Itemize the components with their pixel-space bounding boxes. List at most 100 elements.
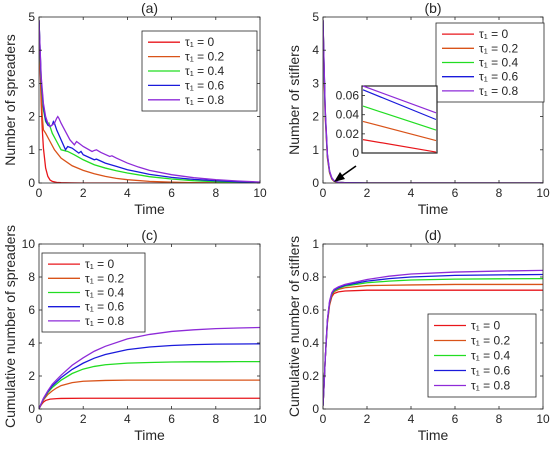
x-tick-label: 0	[320, 186, 327, 200]
legend: τ₁ = 0τ₁ = 0.2τ₁ = 0.4τ₁ = 0.6τ₁ = 0.8	[41, 252, 146, 333]
x-tick-label: 2	[364, 186, 371, 200]
y-tick-label: 0.2	[302, 369, 319, 383]
inset-series-line-1	[362, 120, 437, 142]
legend-entry: τ₁ = 0	[471, 319, 500, 333]
x-tick-label: 4	[124, 412, 131, 426]
x-tick-label: 8	[212, 412, 219, 426]
legend-entry: τ₁ = 0.6	[471, 364, 510, 378]
y-axis-label: Cumulative number of stiflers	[286, 236, 302, 417]
y-tick-label: 5	[312, 10, 319, 24]
legend-entry: τ₁ = 0.8	[479, 84, 518, 98]
y-tick-label: 2	[28, 369, 35, 383]
y-tick-label: 6	[28, 303, 35, 317]
x-axis-label: Time	[418, 427, 449, 443]
y-tick-label: 4	[312, 43, 319, 57]
chart-title: (b)	[424, 0, 441, 16]
chart-title: (a)	[141, 0, 158, 16]
y-axis-label: Number of spreaders	[2, 34, 18, 166]
series-line-1	[39, 20, 260, 183]
chart-panel-a: 0 2 4 6 8 10 0 1 2 3 4 5 (a) Time Number of spreaders τ…	[2, 0, 267, 217]
y-tick-label: 4	[28, 43, 35, 57]
legend: τ₁ = 0τ₁ = 0.2τ₁ = 0.4τ₁ = 0.6τ₁ = 0.8	[435, 22, 545, 103]
y-tick-label: 1	[312, 143, 319, 157]
chart-panel-d: 0 2 4 6 8 10 0 0.2 0.4 0.6 0.8 1 (d) Time Cumulative n…	[286, 227, 550, 443]
x-tick-label: 8	[496, 186, 503, 200]
series-line-3	[39, 343, 260, 409]
y-tick-label: 3	[28, 76, 35, 90]
y-tick-label: 0	[28, 402, 35, 416]
x-tick-label: 2	[80, 412, 87, 426]
legend-entry: τ₁ = 0.8	[185, 93, 224, 107]
x-tick-label: 10	[253, 412, 267, 426]
axes-box	[322, 243, 544, 410]
legend: τ₁ = 0τ₁ = 0.2τ₁ = 0.4τ₁ = 0.6τ₁ = 0.8	[427, 313, 537, 398]
legend-entry: τ₁ = 0.8	[85, 314, 124, 328]
legend-entry: τ₁ = 0	[185, 35, 214, 49]
y-tick-label: 2	[312, 110, 319, 124]
x-tick-label: 2	[80, 186, 87, 200]
y-tick-label: 0	[312, 402, 319, 416]
inset-series-line-4	[362, 85, 437, 114]
x-tick-label: 0	[36, 186, 43, 200]
y-tick-label: 1	[28, 143, 35, 157]
chart-panel-c: 0 2 4 6 8 10 0 2 4 6 8 10 (c) Time Cumulative number o…	[2, 225, 267, 443]
inset-tick-label: 0.06	[336, 89, 360, 103]
x-tick-label: 6	[452, 412, 459, 426]
legend-entry: τ₁ = 0.6	[185, 78, 224, 92]
chart-title: (d)	[424, 227, 441, 243]
y-axis-label: Number of stiflers	[286, 45, 302, 155]
x-tick-label: 6	[168, 412, 175, 426]
x-tick-label: 6	[452, 186, 459, 200]
x-tick-label: 10	[253, 186, 267, 200]
series-line-4	[323, 269, 543, 406]
legend-entry: τ₁ = 0.2	[471, 334, 510, 348]
inset-series-line-3	[362, 89, 437, 121]
inset-plot: 0 0.02 0.04 0.06	[334, 85, 438, 182]
inset-series-line-2	[362, 105, 437, 131]
y-tick-label: 1	[312, 237, 319, 251]
x-tick-label: 4	[408, 186, 415, 200]
x-tick-label: 4	[408, 412, 415, 426]
x-tick-label: 8	[496, 412, 503, 426]
y-tick-label: 0.8	[302, 270, 319, 284]
legend: τ₁ = 0τ₁ = 0.2τ₁ = 0.4τ₁ = 0.6τ₁ = 0.8	[141, 30, 258, 112]
legend-entry: τ₁ = 0	[479, 27, 508, 41]
chart-panel-b: 0 2 4 6 8 10 0 1 2 3 4 5 (b) Time Number of stiflers τ₁…	[286, 0, 550, 217]
inset-tick-label: 0.02	[336, 127, 360, 141]
inset-arrow-head	[334, 172, 345, 182]
legend-entry: τ₁ = 0.4	[185, 64, 224, 78]
legend-entry: τ₁ = 0.2	[479, 41, 518, 55]
y-tick-label: 4	[28, 336, 35, 350]
x-tick-label: 10	[536, 412, 550, 426]
inset-tick-label: 0	[352, 146, 359, 160]
x-tick-label: 8	[212, 186, 219, 200]
axes-box	[38, 16, 261, 184]
x-axis-label: Time	[134, 427, 165, 443]
y-tick-label: 2	[28, 110, 35, 124]
legend-entry: τ₁ = 0.8	[471, 379, 510, 393]
x-tick-label: 6	[168, 186, 175, 200]
axes-box	[38, 243, 261, 410]
series-line-0	[39, 397, 260, 409]
x-tick-label: 4	[124, 186, 131, 200]
y-tick-label: 0.6	[302, 303, 319, 317]
legend-entry: τ₁ = 0.4	[479, 56, 518, 70]
y-tick-label: 0	[28, 176, 35, 190]
inset-box	[361, 85, 438, 154]
x-axis-label: Time	[418, 201, 449, 217]
legend-entry: τ₁ = 0	[85, 257, 114, 271]
legend-entry: τ₁ = 0.6	[479, 70, 518, 84]
y-tick-label: 3	[312, 76, 319, 90]
series-line-2	[39, 360, 260, 409]
chart-title: (c)	[141, 227, 157, 243]
inset-series-line-0	[362, 139, 437, 153]
legend-entry: τ₁ = 0.4	[85, 286, 124, 300]
x-axis-label: Time	[134, 201, 165, 217]
y-tick-label: 0.4	[302, 336, 319, 350]
y-tick-label: 0	[312, 176, 319, 190]
legend-entry: τ₁ = 0.6	[85, 300, 124, 314]
y-axis-label: Cumulative number of spreaders	[2, 225, 18, 428]
x-tick-label: 0	[36, 412, 43, 426]
legend-entry: τ₁ = 0.2	[85, 271, 124, 285]
